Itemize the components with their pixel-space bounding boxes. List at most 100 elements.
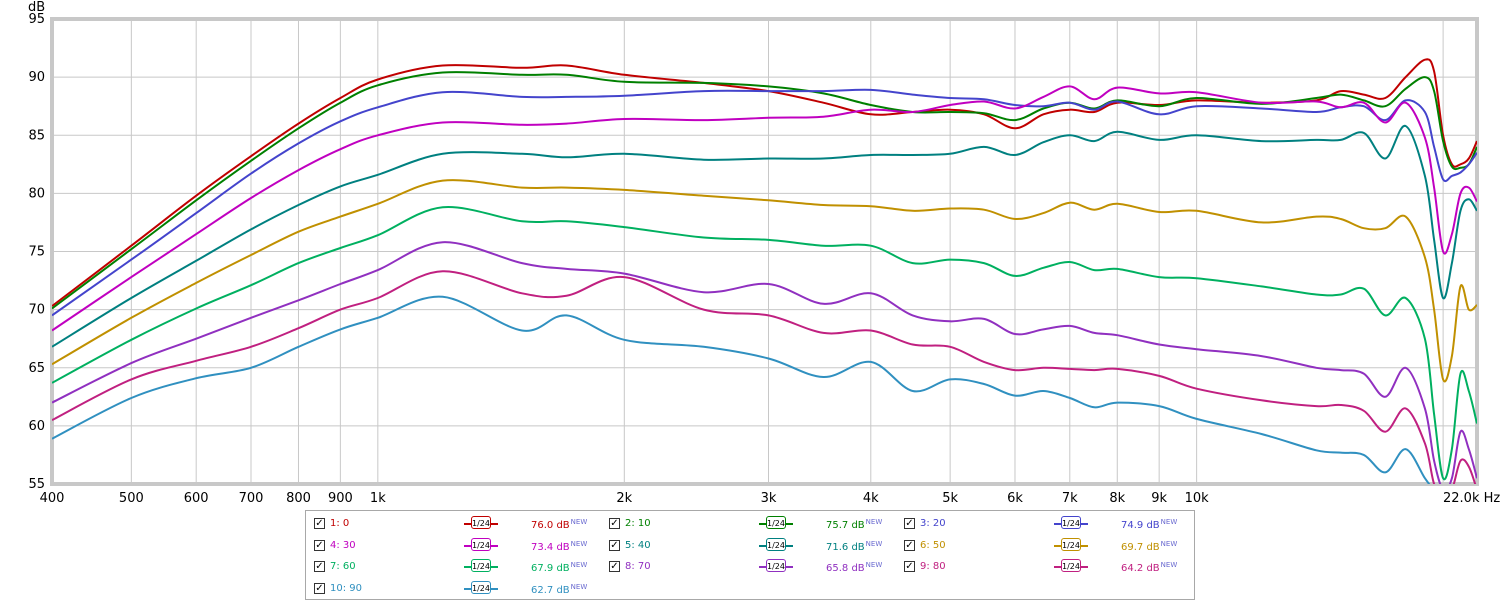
smoothing-button[interactable]: 1/24 — [464, 537, 498, 553]
x-tick-label: 6k — [1007, 491, 1023, 506]
y-tick-label: 70 — [28, 303, 45, 318]
legend-level-value: 64.2 dB — [1121, 563, 1160, 574]
smoothing-button[interactable]: 1/24 — [464, 516, 498, 531]
legend-level-value: 76.0 dB — [531, 520, 570, 531]
series-line-1 — [52, 58, 1477, 307]
legend-level-value: 65.8 dB — [826, 563, 865, 574]
y-tick-label: 90 — [28, 70, 45, 85]
x-tick-label: 7k — [1062, 491, 1078, 506]
frequency-response-chart: 55 60 65 70 75 80 85 90 95 400 500 600 700 800 900 1k 2k… — [28, 0, 1500, 506]
legend-level: 75.7 dBNEW — [826, 518, 882, 531]
y-tick-label: 85 — [28, 128, 45, 143]
series-line-2 — [52, 71, 1477, 310]
x-tick-label: 400 — [40, 491, 65, 506]
legend-level-value: 67.9 dB — [531, 563, 570, 574]
smoothing-label: 1/24 — [471, 537, 491, 551]
legend-level: 67.9 dBNEW — [531, 561, 587, 574]
y-tick-label: 80 — [28, 186, 45, 201]
legend-series-name: 1: 0 — [330, 518, 350, 529]
legend-series-name: 4: 30 — [330, 539, 356, 551]
legend-level-value: 74.9 dB — [1121, 520, 1160, 531]
y-tick-label: 95 — [28, 12, 45, 27]
legend-checkbox[interactable]: ✓ — [609, 518, 620, 529]
smoothing-label: 1/24 — [766, 516, 786, 529]
x-tick-label: 22.0k Hz — [1443, 491, 1500, 506]
legend-item: ✓ 5: 40 1/24 71.6 dBNEW — [601, 536, 891, 556]
legend-item: ✓ 3: 20 1/24 74.9 dBNEW — [896, 514, 1186, 534]
smoothing-label: 1/24 — [1061, 537, 1081, 551]
series-lines — [52, 58, 1477, 484]
legend-item: ✓ 10: 90 1/24 62.7 dBNEW — [306, 579, 596, 599]
legend-checkbox[interactable]: ✓ — [904, 518, 915, 529]
series-line-5 — [52, 125, 1477, 348]
legend-level-value: 75.7 dB — [826, 520, 865, 531]
legend-item: ✓ 8: 70 1/24 65.8 dBNEW — [601, 557, 891, 577]
legend-checkbox[interactable]: ✓ — [904, 561, 915, 572]
legend-checkbox[interactable]: ✓ — [314, 582, 325, 594]
legend-checkbox[interactable]: ✓ — [314, 539, 325, 551]
legend-series-name: 7: 60 — [330, 561, 356, 572]
x-tick-label: 900 — [328, 491, 353, 506]
legend-level: 69.7 dBNEW — [1121, 540, 1177, 553]
legend-level-value: 73.4 dB — [531, 541, 570, 553]
series-line-7 — [52, 206, 1477, 481]
smoothing-button[interactable]: 1/24 — [464, 559, 498, 574]
y-tick-label: 60 — [28, 419, 45, 434]
legend-level: 73.4 dBNEW — [531, 540, 587, 553]
smoothing-button[interactable]: 1/24 — [1054, 516, 1088, 531]
x-tick-label: 500 — [119, 491, 144, 506]
legend-checkbox[interactable]: ✓ — [609, 561, 620, 572]
x-tick-label: 4k — [863, 491, 879, 506]
smoothing-button[interactable]: 1/24 — [759, 516, 793, 531]
legend-series-name: 8: 70 — [625, 561, 651, 572]
legend-level: 71.6 dBNEW — [826, 540, 882, 553]
x-tick-label: 600 — [184, 491, 209, 506]
new-tag: NEW — [1160, 561, 1178, 569]
new-tag: NEW — [865, 539, 883, 548]
x-tick-label: 10k — [1185, 491, 1210, 506]
legend-level-value: 69.7 dB — [1121, 541, 1160, 553]
smoothing-label: 1/24 — [766, 559, 786, 572]
legend-series-name: 9: 80 — [920, 561, 946, 572]
legend-item: ✓ 2: 10 1/24 75.7 dBNEW — [601, 514, 891, 534]
smoothing-button[interactable]: 1/24 — [1054, 537, 1088, 553]
smoothing-button[interactable]: 1/24 — [464, 580, 498, 596]
smoothing-label: 1/24 — [1061, 559, 1081, 572]
legend-series-name: 6: 50 — [920, 539, 946, 551]
x-tick-label: 8k — [1109, 491, 1125, 506]
legend-item: ✓ 6: 50 1/24 69.7 dBNEW — [896, 536, 1186, 556]
legend-series-name: 3: 20 — [920, 518, 946, 529]
smoothing-button[interactable]: 1/24 — [759, 537, 793, 553]
series-line-6 — [52, 179, 1477, 383]
smoothing-button[interactable]: 1/24 — [1054, 559, 1088, 574]
legend-level-value: 62.7 dB — [531, 584, 570, 596]
legend-level: 76.0 dBNEW — [531, 518, 587, 531]
new-tag: NEW — [1160, 518, 1178, 526]
legend-level-value: 71.6 dB — [826, 541, 865, 553]
grid — [51, 18, 1477, 485]
x-tick-label: 9k — [1151, 491, 1167, 506]
x-tick-label: 700 — [239, 491, 264, 506]
legend-item: ✓ 1: 0 1/24 76.0 dBNEW — [306, 514, 596, 534]
legend-item: ✓ 9: 80 1/24 64.2 dBNEW — [896, 557, 1186, 577]
smoothing-label: 1/24 — [471, 516, 491, 529]
y-axis-label: dB — [28, 0, 45, 15]
legend-item: ✓ 7: 60 1/24 67.9 dBNEW — [306, 557, 596, 577]
smoothing-label: 1/24 — [471, 580, 491, 594]
x-tick-label: 800 — [286, 491, 311, 506]
legend-series-name: 2: 10 — [625, 518, 651, 529]
legend-series-name: 10: 90 — [330, 582, 362, 594]
series-line-10 — [52, 295, 1431, 484]
x-tick-label: 2k — [616, 491, 632, 506]
legend-checkbox[interactable]: ✓ — [314, 518, 325, 529]
legend-series-name: 5: 40 — [625, 539, 651, 551]
legend-checkbox[interactable]: ✓ — [314, 561, 325, 572]
smoothing-label: 1/24 — [1061, 516, 1081, 529]
smoothing-button[interactable]: 1/24 — [759, 559, 793, 574]
series-line-8 — [52, 241, 1477, 484]
legend-checkbox[interactable]: ✓ — [904, 539, 915, 551]
legend-level: 62.7 dBNEW — [531, 583, 587, 596]
new-tag: NEW — [865, 561, 883, 569]
legend-checkbox[interactable]: ✓ — [609, 539, 620, 551]
y-tick-label: 75 — [28, 245, 45, 260]
